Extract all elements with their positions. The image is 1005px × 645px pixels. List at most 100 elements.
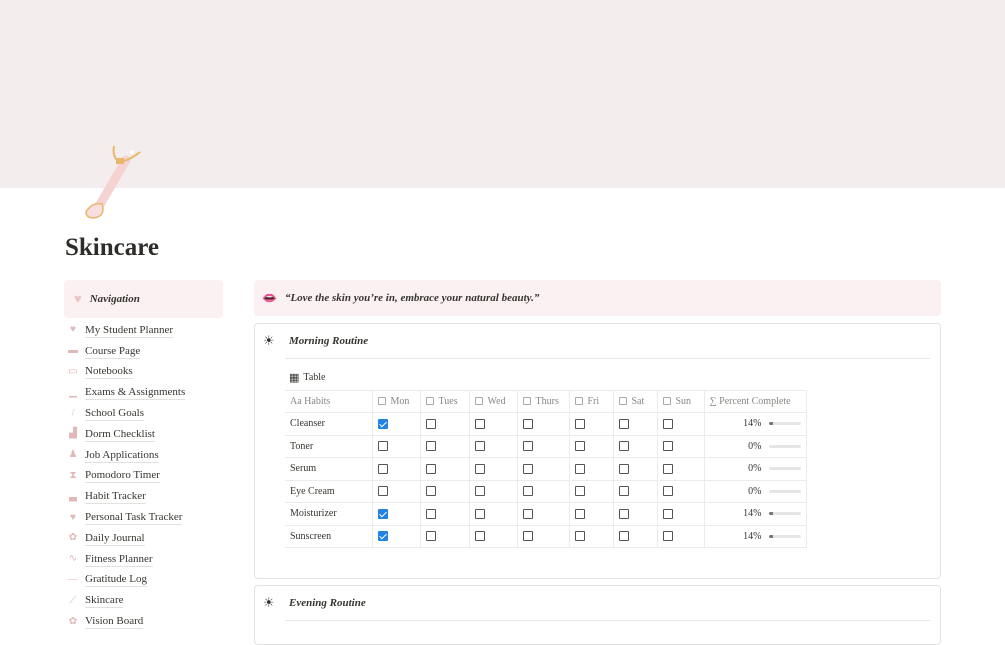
habit-cell[interactable]: Eye Cream (285, 480, 372, 503)
column-header[interactable]: ∑ Percent Complete (703, 390, 807, 413)
checkbox[interactable] (377, 463, 388, 474)
nav-item[interactable]: ⧗ Pomodoro Timer (66, 466, 226, 487)
column-header[interactable]: Aa Habits (285, 390, 372, 413)
checkbox-type-icon (618, 397, 627, 405)
nav-item[interactable]: ▬ Course Page (66, 341, 226, 362)
checkbox[interactable] (574, 531, 585, 542)
checkbox[interactable] (662, 508, 673, 519)
checkbox[interactable] (425, 441, 436, 452)
day-cell (419, 502, 469, 526)
nav-item[interactable]: ▟ Dorm Checklist (66, 424, 226, 445)
table-row: Toner 0% (285, 435, 807, 458)
column-label: Percent Complete (719, 396, 791, 407)
day-cell (568, 525, 613, 548)
checkbox-type-icon (474, 397, 483, 405)
checkbox[interactable] (618, 531, 629, 542)
table-row: Eye Cream 0% (285, 480, 807, 503)
nav-item[interactable]: — Gratitude Log (66, 570, 226, 591)
day-cell (468, 525, 517, 548)
day-cell (656, 480, 704, 503)
checkbox[interactable] (618, 418, 629, 429)
habit-cell[interactable]: Serum (285, 457, 372, 481)
habit-cell[interactable]: Moisturizer (285, 502, 372, 526)
checkbox[interactable] (574, 463, 585, 474)
nav-item[interactable]: ⟋ Skincare (66, 590, 226, 611)
heart-icon: ♥ (74, 291, 82, 306)
checkbox[interactable] (474, 463, 485, 474)
checkbox[interactable] (618, 441, 629, 452)
checkbox[interactable] (522, 531, 533, 542)
checkbox[interactable] (425, 508, 436, 519)
nav-item-label: Personal Task Tracker (85, 511, 183, 526)
nav-item-label: Dorm Checklist (85, 427, 155, 442)
nav-item[interactable]: ✿ Daily Journal (66, 528, 226, 549)
checkbox[interactable] (474, 441, 485, 452)
checkbox[interactable] (425, 418, 436, 429)
day-cell (468, 435, 517, 458)
line-icon: — (68, 573, 78, 585)
day-cell (516, 435, 569, 458)
column-header[interactable]: Sun (656, 390, 704, 413)
percent-text: 0% (748, 440, 762, 452)
checkbox[interactable] (574, 508, 585, 519)
day-cell (468, 412, 517, 436)
checkbox[interactable] (618, 508, 629, 519)
nav-item[interactable]: ▭ Notebooks (66, 362, 226, 383)
nav-item[interactable]: ▁ Exams & Assignments (66, 382, 226, 403)
checkbox[interactable] (662, 441, 673, 452)
habit-name: Serum (290, 463, 317, 475)
column-header[interactable]: Fri (568, 390, 613, 413)
checkbox[interactable] (662, 418, 673, 429)
checkbox[interactable] (662, 486, 673, 497)
checkbox[interactable] (662, 463, 673, 474)
checkbox[interactable] (425, 463, 436, 474)
checkbox[interactable] (522, 486, 533, 497)
habit-cell[interactable]: Sunscreen (285, 525, 372, 548)
table-row: Sunscreen 14% (285, 525, 807, 548)
checkbox[interactable] (522, 508, 533, 519)
nav-item[interactable]: ♟ Job Applications (66, 445, 226, 466)
progress-fill (768, 512, 773, 516)
checkbox[interactable] (574, 486, 585, 497)
checkbox[interactable] (474, 486, 485, 497)
checkbox[interactable] (474, 531, 485, 542)
habit-cell[interactable]: Toner (285, 435, 372, 458)
habit-cell[interactable]: Cleanser (285, 412, 372, 436)
checkbox[interactable] (474, 418, 485, 429)
checkbox[interactable] (574, 441, 585, 452)
column-header[interactable]: Mon (371, 390, 420, 413)
nav-item[interactable]: ▃ Habit Tracker (66, 486, 226, 507)
checkbox[interactable] (522, 418, 533, 429)
nav-item[interactable]: ♥ Personal Task Tracker (66, 507, 226, 528)
checkbox[interactable] (377, 531, 388, 542)
column-header[interactable]: Wed (468, 390, 517, 413)
checkbox[interactable] (377, 508, 388, 519)
nav-item[interactable]: / School Goals (66, 403, 226, 424)
column-header[interactable]: Thurs (516, 390, 569, 413)
checkbox[interactable] (425, 531, 436, 542)
checkbox[interactable] (377, 486, 388, 497)
checkbox[interactable] (474, 508, 485, 519)
checkbox[interactable] (574, 418, 585, 429)
column-header[interactable]: Tues (419, 390, 469, 413)
checkbox[interactable] (425, 486, 436, 497)
nav-item[interactable]: ∿ Fitness Planner (66, 549, 226, 570)
day-cell (419, 525, 469, 548)
day-cell (612, 480, 657, 503)
column-label: Tues (438, 396, 458, 407)
checkbox[interactable] (522, 441, 533, 452)
progress-bar (768, 444, 801, 448)
nav-item-label: Pomodoro Timer (85, 469, 160, 484)
checkbox[interactable] (522, 463, 533, 474)
checkbox[interactable] (377, 441, 388, 452)
checkbox[interactable] (377, 418, 388, 429)
nav-item[interactable]: ♥ My Student Planner (66, 320, 226, 341)
nav-item[interactable]: ✿ Vision Board (66, 611, 226, 632)
column-header[interactable]: Sat (612, 390, 657, 413)
habit-name: Sunscreen (290, 530, 332, 542)
table-view-tab[interactable]: ▦ Table (289, 369, 940, 385)
checkbox[interactable] (662, 531, 673, 542)
nav-item-label: Vision Board (85, 615, 144, 630)
checkbox[interactable] (618, 463, 629, 474)
checkbox[interactable] (618, 486, 629, 497)
